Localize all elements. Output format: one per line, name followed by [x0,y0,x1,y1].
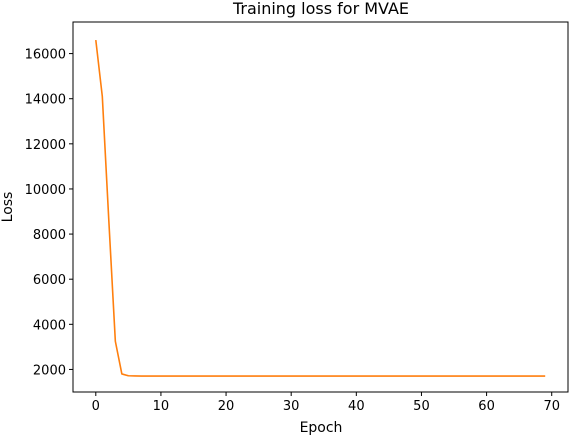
y-tick-label: 14000 [25,93,66,108]
chart-title: Training loss for MVAE [232,0,409,18]
x-tick-label: 10 [153,399,170,414]
y-tick-label: 8000 [33,228,66,243]
x-tick-label: 70 [543,399,560,414]
x-tick-label: 50 [413,399,430,414]
x-tick-label: 40 [348,399,365,414]
x-tick-label: 60 [478,399,495,414]
y-tick-label: 4000 [33,318,66,333]
y-tick-label: 10000 [25,183,66,198]
y-axis: 2000 4000 6000 8000 10000 12000 14000 16000 [25,48,73,378]
x-tick-label: 30 [283,399,300,414]
plot-area [72,21,569,393]
series-layer [95,39,546,377]
x-tick-label: 20 [218,399,235,414]
y-tick-label: 2000 [33,363,66,378]
y-tick-label: 16000 [25,48,66,63]
y-tick-label: 6000 [33,273,66,288]
x-axis-label: Epoch [300,420,343,435]
y-tick-label: 12000 [25,138,66,153]
x-tick-label: 0 [92,399,100,414]
y-axis-label: Loss [0,192,16,223]
series-line-0 [95,39,546,377]
x-axis: 0 10 20 30 40 50 60 70 [92,392,560,414]
